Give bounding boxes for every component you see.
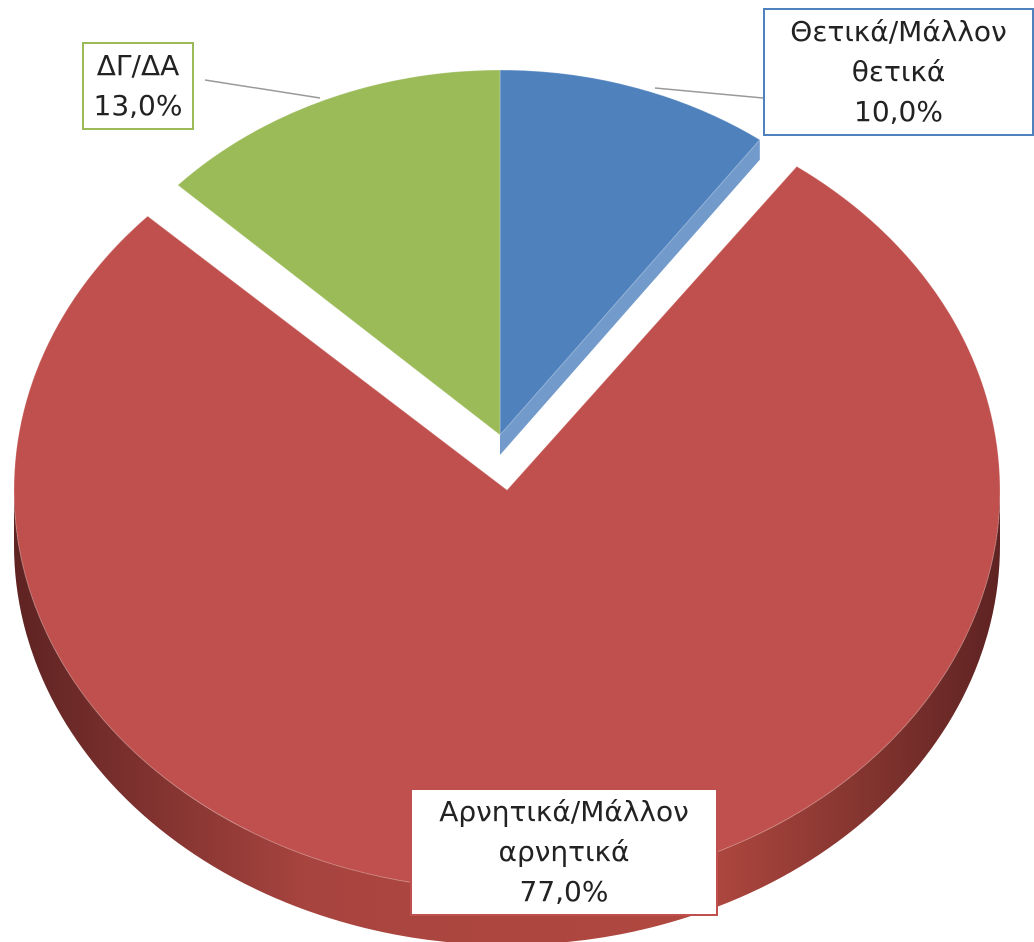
value-label: 10,0%	[854, 95, 943, 128]
slice	[499, 69, 761, 437]
category-label: ΔΓ/ΔΑ	[96, 49, 180, 82]
value-label: 13,0%	[93, 89, 183, 122]
leader-line	[654, 87, 764, 99]
slice-wall	[500, 139, 760, 455]
category-label: Θετικά/Μάλλον θετικά	[790, 15, 1007, 88]
data-label: Αρνητικά/Μάλλον αρνητικά 77,0%	[410, 788, 718, 916]
value-label: 77,0%	[519, 875, 609, 908]
data-label: Θετικά/Μάλλον θετικά 10,0%	[763, 8, 1034, 136]
data-label: ΔΓ/ΔΑ 13,0%	[82, 42, 194, 130]
slice	[177, 69, 501, 437]
leader-line	[204, 79, 321, 99]
category-label: Αρνητικά/Μάλλον αρνητικά	[439, 795, 689, 868]
slices	[13, 69, 1001, 942]
